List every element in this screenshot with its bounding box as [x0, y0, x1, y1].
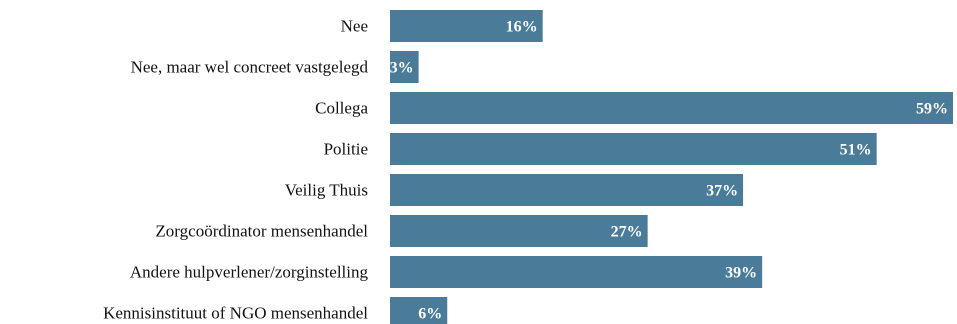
bar-8 [390, 297, 448, 324]
category-label: Zorgcoördinator mensenhandel [155, 222, 368, 241]
bar-5 [390, 174, 744, 206]
bar-3 [390, 92, 953, 124]
value-label: 39% [725, 265, 757, 282]
value-label: 16% [506, 19, 538, 36]
bar-2 [390, 51, 419, 83]
bars-group [390, 10, 953, 324]
value-label: 59% [916, 101, 948, 118]
value-labels-group: 16% 3% 59% 51% 37% 27% 39% 6% [390, 19, 948, 323]
category-label: Nee [341, 17, 368, 36]
category-label: Kennisinstituut of NGO mensenhandel [103, 304, 368, 323]
value-label: 51% [840, 142, 872, 159]
bar-4 [390, 133, 877, 165]
category-label: Veilig Thuis [285, 181, 368, 200]
category-label: Politie [324, 140, 368, 159]
category-label: Andere hulpverlener/zorginstelling [130, 263, 369, 282]
category-labels-group: Nee Nee, maar wel concreet vastgelegd Coll… [103, 17, 368, 323]
value-label: 37% [706, 183, 738, 200]
category-label: Collega [315, 99, 368, 118]
bar-1 [390, 10, 543, 42]
category-label: Nee, maar wel concreet vastgelegd [131, 58, 369, 77]
value-label: 3% [390, 60, 414, 77]
bar-6 [390, 215, 648, 247]
bar-7 [390, 256, 763, 288]
value-label: 6% [418, 306, 442, 323]
value-label: 27% [611, 224, 643, 241]
